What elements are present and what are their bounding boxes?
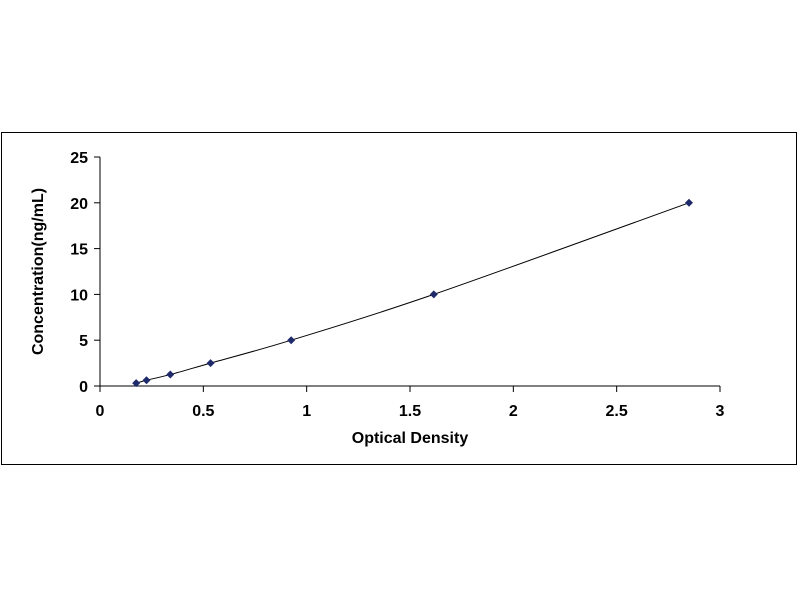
data-point-diamond bbox=[132, 379, 141, 388]
axes bbox=[99, 157, 720, 387]
x-axis-title: Optical Density bbox=[352, 430, 469, 447]
y-tick-label: 15 bbox=[70, 242, 88, 259]
x-tick-label: 0.5 bbox=[192, 403, 214, 420]
x-tick-label: 0 bbox=[96, 403, 105, 420]
chart-frame bbox=[1, 132, 797, 465]
points-layer bbox=[132, 198, 693, 388]
data-point-diamond bbox=[142, 376, 151, 385]
y-axis-title: Concentration(ng/mL) bbox=[30, 188, 47, 355]
x-tick-label: 2.5 bbox=[606, 403, 628, 420]
x-tick-label: 1.5 bbox=[399, 403, 421, 420]
data-point-diamond bbox=[166, 370, 175, 379]
data-point-diamond bbox=[206, 359, 215, 368]
curve-layer bbox=[136, 202, 690, 384]
y-tick-label: 20 bbox=[70, 196, 88, 213]
data-point-diamond bbox=[685, 198, 693, 207]
y-tick-label: 10 bbox=[70, 287, 88, 304]
y-tick-label: 25 bbox=[70, 150, 88, 167]
standard-curve-line bbox=[136, 202, 690, 384]
y-tick-label: 0 bbox=[79, 379, 88, 396]
data-point-diamond bbox=[287, 336, 296, 345]
ticks: 0 0.5 1 1.5 2 2.5 3 0 5 10 15 20 25 bbox=[70, 150, 724, 420]
x-tick-label: 2 bbox=[509, 403, 518, 420]
x-tick-label: 3 bbox=[716, 403, 725, 420]
y-tick-label: 5 bbox=[79, 333, 88, 350]
data-point-diamond bbox=[429, 290, 438, 299]
x-tick-label: 1 bbox=[302, 403, 311, 420]
